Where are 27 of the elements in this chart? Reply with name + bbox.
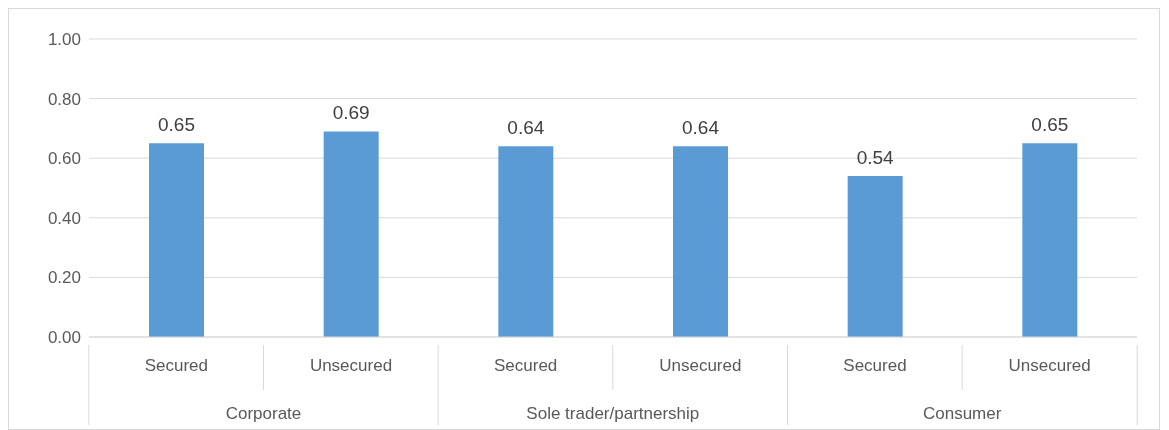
bar: [673, 146, 728, 337]
bar: [847, 176, 903, 337]
y-tick-label: 0.80: [47, 89, 81, 109]
y-tick-label: 0.40: [47, 208, 81, 228]
y-tick-label: 0.20: [47, 268, 81, 288]
bar: [149, 143, 204, 337]
x-tick-label: Unsecured: [1008, 356, 1091, 375]
data-label: 0.64: [682, 117, 720, 139]
text: Consumer: [922, 404, 1002, 423]
bar: [1022, 143, 1078, 337]
data-label: 0.64: [507, 117, 545, 139]
data-label: 0.69: [332, 102, 370, 124]
text: Corporate: [225, 404, 302, 423]
x-tick-label: Secured: [843, 356, 907, 375]
x-tick-label: Secured: [494, 356, 558, 375]
data-label: 0.54: [856, 147, 895, 169]
y-tick-label: 0.00: [47, 328, 81, 348]
y-tick-label: 1.00: [47, 30, 81, 50]
bar: [498, 146, 554, 337]
text: Sole trader/partnership: [526, 404, 700, 423]
data-label: 0.65: [1031, 114, 1069, 136]
x-tick-label: Unsecured: [659, 356, 742, 375]
x-tick-label: Secured: [144, 356, 208, 375]
y-tick-label: 0.60: [47, 149, 81, 169]
x-tick-label: Unsecured: [309, 356, 393, 375]
data-label: 0.65: [158, 114, 195, 136]
bar: [323, 131, 379, 337]
